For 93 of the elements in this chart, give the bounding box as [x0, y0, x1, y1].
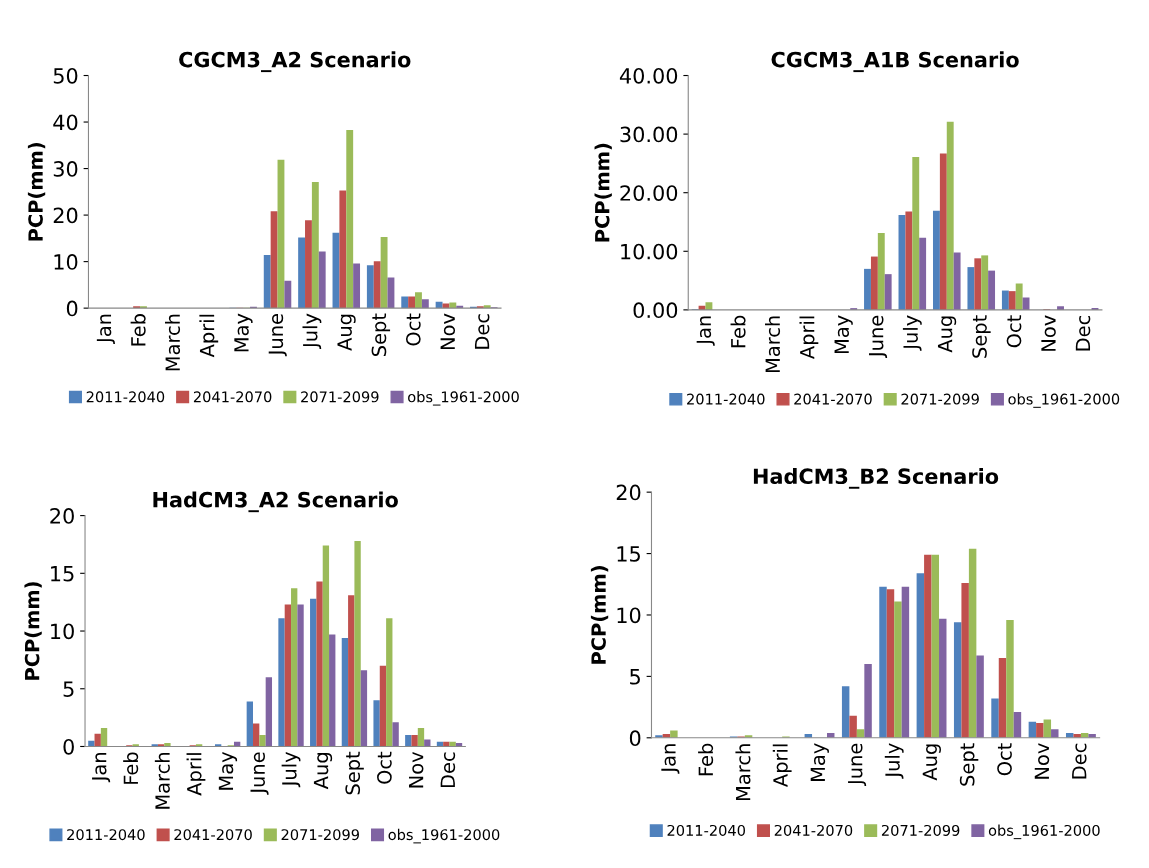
legend-label: obs_1961-2000	[1008, 393, 1120, 408]
legend-label: 2011-2040	[687, 393, 765, 405]
x-tick-label: Feb	[130, 314, 146, 346]
x-tick-label: Aug	[337, 314, 356, 351]
y-tick-label: 30	[53, 161, 78, 177]
x-tick-label: Aug	[313, 753, 333, 790]
y-tick-label: 20	[50, 508, 74, 524]
legend-label: 2071-2099	[881, 824, 960, 836]
y-tick-label: 40	[53, 114, 78, 131]
y-tick-label: 40.00	[619, 67, 678, 84]
x-tick-label: March	[154, 752, 170, 809]
x-tick-label: Feb	[730, 315, 746, 348]
y-tick-label: 20	[53, 207, 78, 224]
legend-label: obs_1961-2000	[388, 828, 500, 844]
y-tick-label: 0	[629, 730, 641, 747]
y-tick-label: 10	[51, 623, 74, 640]
x-tick-label: Oct	[405, 313, 421, 346]
x-tick-label: Sept	[371, 313, 391, 356]
chart-title: CGCM3_A1B Scenario	[771, 51, 1019, 73]
y-tick-label: 5	[63, 681, 74, 697]
x-tick-label: Jan	[96, 314, 115, 344]
x-tick-label: May	[234, 313, 253, 352]
legend-label: obs_1961-2000	[988, 824, 1100, 840]
y-tick-label: 50	[53, 67, 78, 84]
x-tick-label: May	[810, 743, 829, 781]
x-tick-label: July	[902, 315, 922, 351]
x-tick-label: Feb	[123, 752, 139, 784]
x-tick-label: Sept	[972, 315, 991, 358]
x-tick-label: April	[199, 314, 219, 358]
legend-label: 2071-2099	[901, 393, 979, 405]
x-tick-label: Oct	[377, 751, 392, 784]
x-tick-label: June	[268, 314, 287, 357]
x-tick-label: Feb	[698, 743, 714, 776]
legend-label: obs_1961-2000	[408, 391, 519, 406]
x-tick-label: Jan	[696, 316, 715, 346]
x-tick-label: Aug	[922, 744, 941, 781]
x-tick-label: Oct	[997, 743, 1012, 776]
x-tick-label: Oct	[1006, 315, 1022, 348]
x-tick-label: Aug	[937, 316, 957, 353]
legend-label: 2041-2070	[193, 391, 272, 403]
y-tick-label: 10	[54, 254, 78, 270]
y-axis-title: PCP(mm)	[590, 566, 609, 664]
x-tick-label: Nov	[1041, 315, 1056, 351]
y-tick-label: 0	[66, 300, 78, 317]
x-tick-label: June	[250, 752, 269, 795]
y-tick-label: 10.00	[621, 243, 678, 260]
y-axis-title: PCP(mm)	[24, 582, 42, 680]
x-tick-label: June	[869, 315, 888, 359]
x-tick-label: Nov	[440, 313, 456, 350]
x-tick-label: March	[165, 314, 181, 371]
x-tick-label: Dec	[1075, 315, 1091, 351]
legend-label: 2071-2099	[281, 829, 359, 841]
y-tick-label: 20	[616, 484, 641, 501]
y-axis-title: PCP(mm)	[27, 142, 46, 241]
x-tick-label: Nov	[408, 751, 424, 788]
chart-title: CGCM3_A2 Scenario	[179, 51, 411, 73]
x-tick-label: Dec	[1072, 743, 1087, 779]
legend-label: 2011-2040	[667, 824, 745, 836]
x-tick-label: April	[186, 753, 206, 796]
y-tick-label: 0	[63, 738, 74, 755]
x-tick-label: March	[765, 316, 781, 373]
x-tick-label: April	[799, 316, 819, 360]
y-axis-title: PCP(mm)	[594, 143, 612, 242]
x-tick-label: April	[772, 744, 792, 787]
x-tick-label: Jan	[92, 752, 111, 783]
legend-label: 2041-2070	[774, 824, 853, 836]
x-tick-label: Sept	[345, 751, 364, 795]
y-tick-label: 30.00	[620, 126, 678, 143]
x-tick-label: Nov	[1034, 743, 1050, 779]
x-tick-label: March	[735, 744, 751, 801]
legend-label: 2071-2099	[301, 391, 379, 403]
x-tick-label: Dec	[440, 752, 456, 788]
x-tick-label: July	[884, 743, 904, 779]
y-tick-label: 15	[617, 546, 640, 562]
legend-label: 2041-2070	[174, 829, 252, 841]
x-tick-label: May	[218, 751, 238, 790]
legend-label: 2011-2040	[86, 391, 165, 403]
x-tick-label: Sept	[959, 743, 979, 786]
x-tick-label: July	[302, 313, 322, 349]
y-tick-label: 0.00	[633, 302, 678, 319]
x-tick-label: July	[281, 751, 301, 788]
y-tick-label: 15	[51, 566, 74, 582]
x-tick-label: Dec	[474, 314, 490, 349]
chart-title: HadCM3_B2 Scenario	[753, 467, 999, 489]
legend-label: 2011-2040	[67, 829, 145, 841]
y-tick-label: 10	[617, 607, 641, 624]
legend-label: 2041-2070	[794, 393, 872, 405]
y-tick-label: 5	[630, 669, 640, 685]
chart-title: HadCM3_A2 Scenario	[153, 491, 398, 513]
x-tick-label: May	[834, 315, 853, 354]
x-tick-label: June	[848, 743, 867, 787]
x-tick-label: Jan	[661, 744, 680, 774]
y-tick-label: 20.00	[620, 185, 678, 201]
